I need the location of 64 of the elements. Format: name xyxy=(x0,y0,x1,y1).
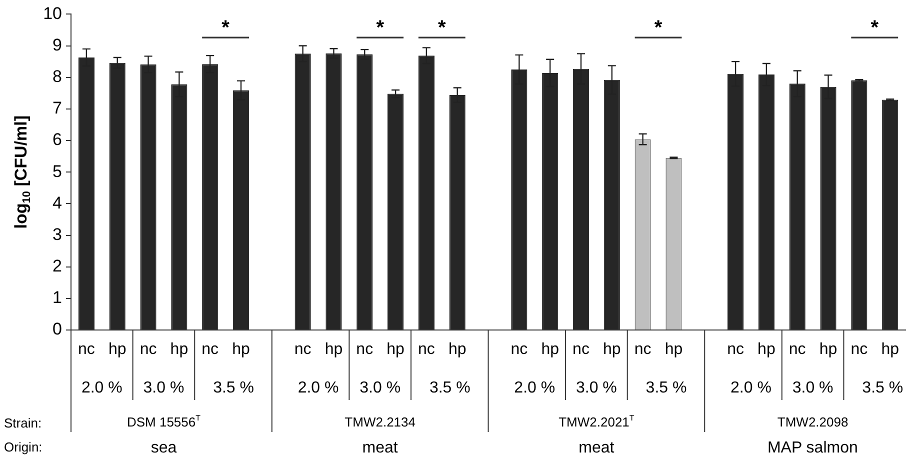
x-tick-label: nc xyxy=(202,341,219,358)
text: 3.5 % xyxy=(862,379,904,396)
y-tick-label: 7 xyxy=(52,98,62,118)
annotation: * xyxy=(376,17,384,40)
bar xyxy=(388,94,404,330)
x-tick-label: hp xyxy=(664,341,683,358)
y-tick-label: 5 xyxy=(52,162,62,181)
x-tick-label: hp xyxy=(819,341,838,358)
bar xyxy=(851,80,868,330)
text: MAP salmon xyxy=(767,439,858,456)
text: 3.0 % xyxy=(792,379,834,396)
x-tick-label: hp xyxy=(324,341,343,358)
x-tick-label: hp xyxy=(758,341,776,358)
y-tick-label: 9 xyxy=(52,35,62,54)
text: sea xyxy=(150,439,177,456)
text: Origin: xyxy=(4,440,42,455)
x-tick-label: nc xyxy=(418,341,435,358)
y-tick-label: 0 xyxy=(52,320,62,339)
x-tick-label: nc xyxy=(850,341,868,358)
x-tick-label: nc xyxy=(510,341,528,358)
x-tick-label: nc xyxy=(78,341,95,358)
bar xyxy=(882,100,898,330)
x-tick-label: hp xyxy=(232,341,250,358)
annotation: * xyxy=(438,17,446,40)
x-tick-label: hp xyxy=(108,341,126,358)
x-tick-label: nc xyxy=(634,341,652,358)
x-tick-label: hp xyxy=(881,341,900,358)
text: 2.0 % xyxy=(730,379,772,396)
text: 3.5 % xyxy=(429,379,470,396)
text: TMW2.2098 xyxy=(777,414,848,430)
y-tick-label: 4 xyxy=(52,193,62,212)
x-tick-label: nc xyxy=(356,341,374,358)
text: 2.0 % xyxy=(514,379,556,396)
x-tick-label: nc xyxy=(727,341,744,358)
text: meat xyxy=(362,439,398,456)
text: 3.0 % xyxy=(360,379,401,396)
x-tick-label: hp xyxy=(170,341,188,358)
y-axis-title: log10 [CFU/ml] xyxy=(12,115,34,229)
y-tick-label: 1 xyxy=(52,288,62,308)
x-tick-label: nc xyxy=(572,341,590,358)
x-tick-label: nc xyxy=(294,341,312,358)
y-tick-label: 8 xyxy=(52,67,62,86)
text: 2.0 % xyxy=(298,379,339,396)
annotation: * xyxy=(870,17,879,40)
x-tick-label: hp xyxy=(386,341,405,358)
x-tick-label: hp xyxy=(603,341,621,358)
x-tick-label: nc xyxy=(788,341,806,358)
text: Strain: xyxy=(4,416,42,431)
annotation: * xyxy=(222,17,230,40)
y-tick-label: 10 xyxy=(43,4,62,23)
text: TMW2.2134 xyxy=(344,414,416,430)
y-tick-label: 2 xyxy=(52,256,62,276)
y-tick-label: 3 xyxy=(52,224,62,244)
x-tick-label: hp xyxy=(448,341,466,358)
text: 3.5 % xyxy=(213,379,254,396)
y-tick-label: 6 xyxy=(52,130,62,150)
text: 3.0 % xyxy=(143,379,184,396)
text: 3.0 % xyxy=(576,379,617,396)
annotation: * xyxy=(654,17,662,40)
text: meat xyxy=(578,439,615,456)
text: 3.5 % xyxy=(646,379,687,396)
text: 2.0 % xyxy=(81,379,122,396)
x-tick-label: nc xyxy=(140,341,157,358)
x-tick-label: hp xyxy=(541,341,560,358)
